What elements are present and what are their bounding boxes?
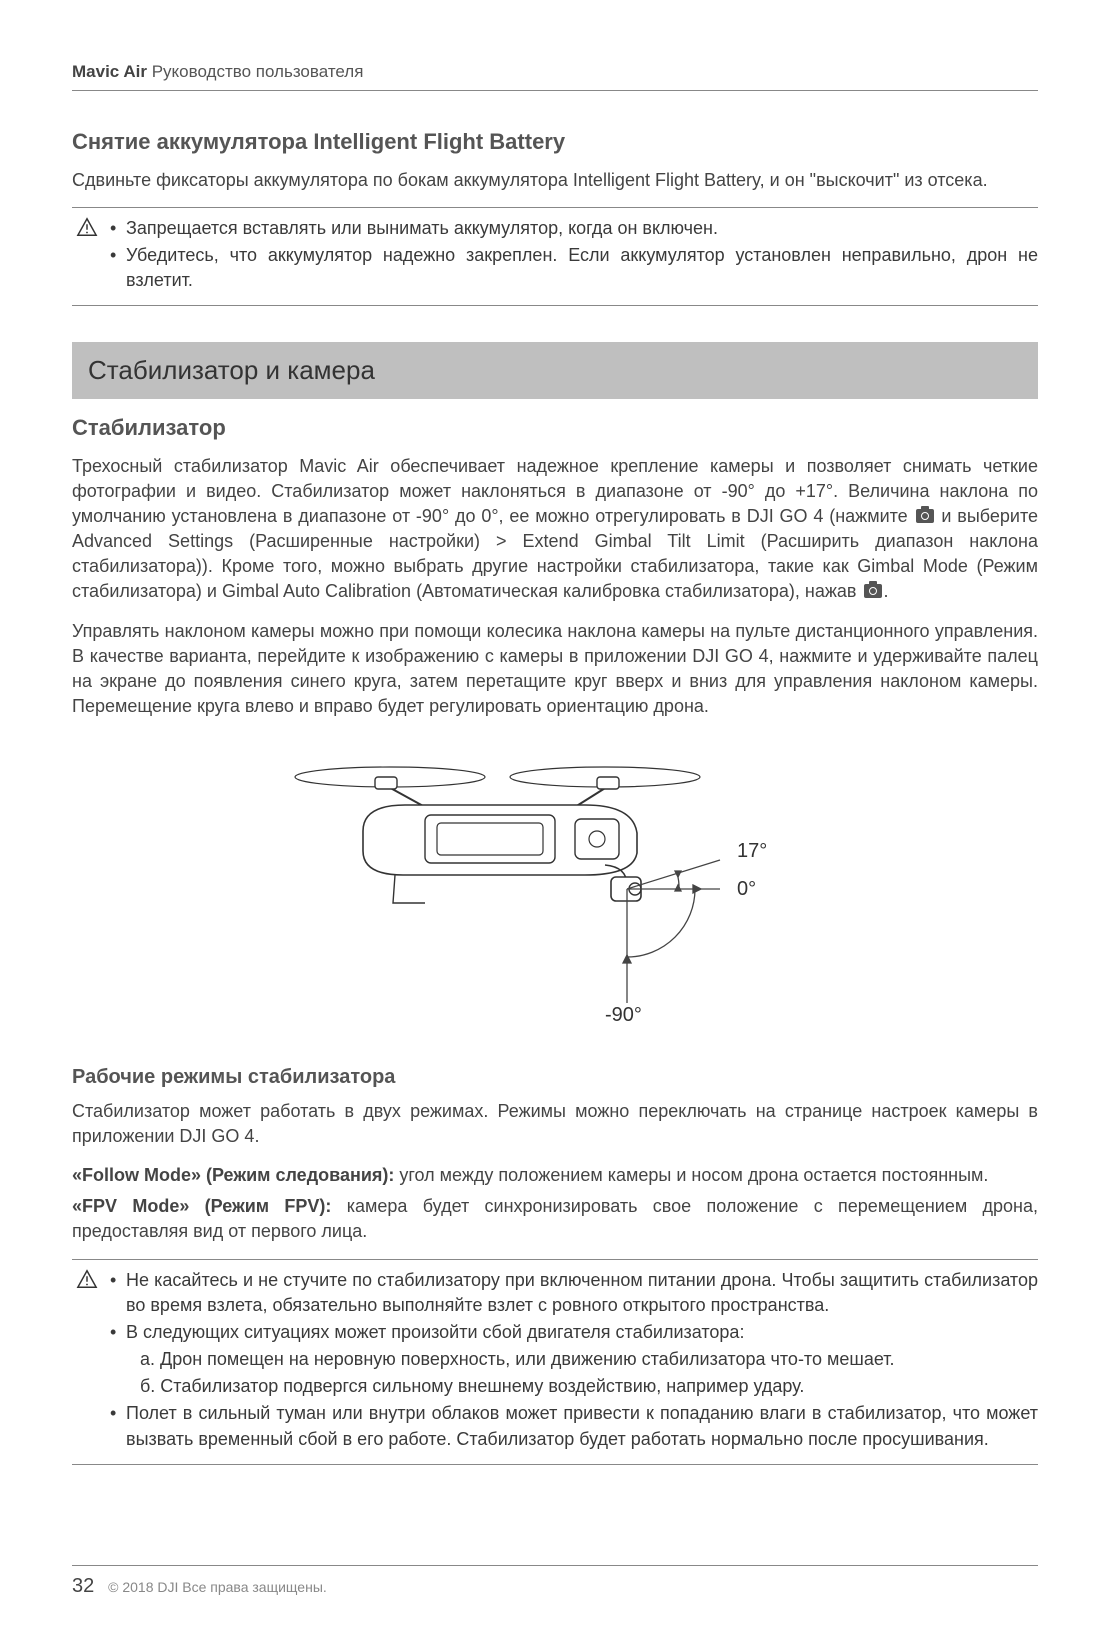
warn-item: Не касайтесь и не стучите по стабилизато…: [110, 1268, 1038, 1318]
angle-label-17: 17°: [737, 840, 767, 862]
gimbal-para-2: Управлять наклоном камеры можно при помо…: [72, 619, 1038, 720]
mode-follow: «Follow Mode» (Режим следования): угол м…: [72, 1163, 1038, 1188]
product-name: Mavic Air: [72, 62, 147, 81]
doc-title: Руководство пользователя: [152, 62, 364, 81]
section-battery-removal-title: Снятие аккумулятора Intelligent Flight B…: [72, 127, 1038, 158]
page-footer: 32 © 2018 DJI Все права защищены.: [72, 1565, 1038, 1600]
camera-icon: [864, 584, 882, 598]
warn-subitem: б. Стабилизатор подвергся сильному внешн…: [110, 1374, 1038, 1399]
page-number: 32: [72, 1575, 94, 1597]
warning-box-gimbal: Не касайтесь и не стучите по стабилизато…: [72, 1259, 1038, 1465]
battery-removal-text: Сдвиньте фиксаторы аккумулятора по бокам…: [72, 168, 1038, 193]
angle-label-0: 0°: [737, 878, 756, 900]
gimbal-tilt-diagram: 17° 0° -90°: [72, 735, 1038, 1032]
warn-item: Убедитесь, что аккумулятор надежно закре…: [110, 243, 1038, 293]
angle-label-neg90: -90°: [605, 1004, 642, 1025]
warn-subitem: а. Дрон помещен на неровную поверхность,…: [110, 1347, 1038, 1372]
page-header: Mavic Air Руководство пользователя: [72, 60, 1038, 91]
warning-icon: [72, 216, 96, 296]
copyright: © 2018 DJI Все права защищены.: [108, 1579, 327, 1595]
warning-body: Запрещается вставлять или вынимать аккум…: [110, 216, 1038, 296]
camera-icon: [916, 509, 934, 523]
mode-fpv: «FPV Mode» (Режим FPV): камера будет син…: [72, 1194, 1038, 1244]
warn-item: Запрещается вставлять или вынимать аккум…: [110, 216, 1038, 241]
warning-body: Не касайтесь и не стучите по стабилизато…: [110, 1268, 1038, 1454]
section-gimbal-title: Стабилизатор: [72, 413, 1038, 444]
modes-intro: Стабилизатор может работать в двух режим…: [72, 1099, 1038, 1149]
warn-item: Полет в сильный туман или внутри облаков…: [110, 1401, 1038, 1451]
section-banner-gimbal: Стабилизатор и камера: [72, 342, 1038, 398]
section-modes-title: Рабочие режимы стабилизатора: [72, 1063, 1038, 1091]
warn-item: В следующих ситуациях может произойти сб…: [110, 1320, 1038, 1345]
warning-box-battery: Запрещается вставлять или вынимать аккум…: [72, 207, 1038, 307]
warning-icon: [72, 1268, 96, 1454]
gimbal-para-1: Трехосный стабилизатор Mavic Air обеспеч…: [72, 454, 1038, 605]
